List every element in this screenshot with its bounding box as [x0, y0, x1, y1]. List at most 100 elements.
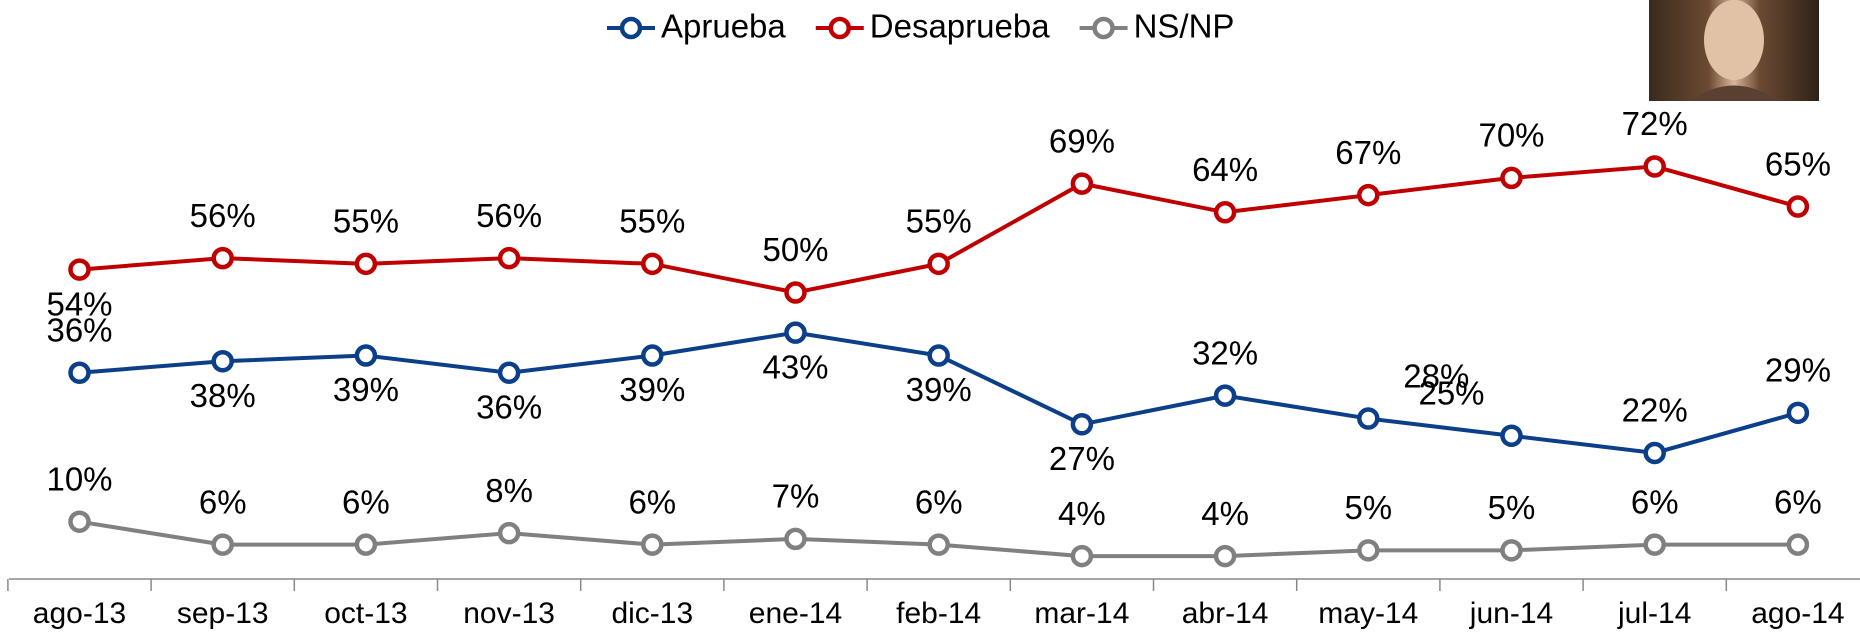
data-label: 5%: [1488, 489, 1536, 526]
data-point: [500, 524, 518, 542]
data-point: [787, 324, 805, 342]
x-tick-label: may-14: [1318, 597, 1418, 630]
data-point: [1646, 536, 1664, 554]
photo: [1649, 0, 1819, 101]
data-point: [1789, 536, 1807, 554]
data-label: 64%: [1192, 151, 1258, 188]
data-point: [500, 249, 518, 267]
data-point: [1073, 175, 1091, 193]
data-point: [643, 255, 661, 273]
legend-label: NS/NP: [1134, 8, 1235, 45]
data-label: 56%: [476, 197, 542, 234]
data-label: 27%: [1049, 440, 1115, 477]
x-tick-label: feb-14: [896, 597, 981, 630]
data-label: 22%: [1622, 392, 1688, 429]
data-point: [1216, 387, 1234, 405]
data-label: 55%: [333, 203, 399, 240]
data-point: [214, 352, 232, 370]
data-label: 38%: [190, 377, 256, 414]
data-point: [1789, 404, 1807, 422]
data-point: [1503, 541, 1521, 559]
data-label: 6%: [915, 483, 963, 520]
legend-label: Aprueba: [661, 8, 786, 45]
data-point: [214, 249, 232, 267]
x-tick-label: dic-13: [611, 597, 693, 630]
data-point: [1073, 547, 1091, 565]
data-point: [1359, 541, 1377, 559]
legend-item: Aprueba: [607, 8, 786, 45]
data-point: [1503, 427, 1521, 445]
legend-marker: [1095, 19, 1113, 37]
x-tick-label: mar-14: [1034, 597, 1129, 630]
data-label: 39%: [619, 371, 685, 408]
data-label: 36%: [476, 388, 542, 425]
x-tick-label: abr-14: [1182, 597, 1269, 630]
data-point: [214, 536, 232, 554]
data-label: 6%: [199, 483, 247, 520]
data-point: [1646, 157, 1664, 175]
data-point: [930, 536, 948, 554]
data-point: [643, 536, 661, 554]
data-label: 4%: [1058, 495, 1106, 532]
data-label: 55%: [619, 203, 685, 240]
data-label: 10%: [46, 460, 112, 497]
data-point: [643, 347, 661, 365]
data-point: [1503, 169, 1521, 187]
x-tick-label: ene-14: [749, 597, 842, 630]
data-label: 72%: [1622, 105, 1688, 142]
data-label: 29%: [1765, 352, 1831, 389]
legend-item: Desaprueba: [816, 8, 1050, 45]
data-label: 70%: [1478, 117, 1544, 154]
data-point: [1073, 415, 1091, 433]
data-label: 50%: [762, 231, 828, 268]
data-point: [1359, 410, 1377, 428]
x-tick-label: ago-14: [1751, 597, 1844, 630]
x-tick-label: sep-13: [177, 597, 269, 630]
data-label: 7%: [772, 478, 820, 515]
data-label: 6%: [1631, 483, 1679, 520]
data-label: 6%: [628, 483, 676, 520]
data-label: 43%: [762, 348, 828, 385]
data-point: [787, 284, 805, 302]
data-label: 4%: [1201, 495, 1249, 532]
data-label: 5%: [1344, 489, 1392, 526]
data-point: [71, 364, 89, 382]
data-label: 69%: [1049, 122, 1115, 159]
data-label: 65%: [1765, 145, 1831, 182]
x-tick-label: nov-13: [463, 597, 555, 630]
legend-marker: [622, 19, 640, 37]
data-point: [1216, 547, 1234, 565]
data-point: [357, 255, 375, 273]
data-point: [71, 261, 89, 279]
data-point: [1359, 186, 1377, 204]
data-point: [787, 530, 805, 548]
data-label: 8%: [485, 472, 533, 509]
data-point: [357, 536, 375, 554]
x-tick-label: ago-13: [33, 597, 126, 630]
chart: ago-13 sep-13 oct-13 nov-13 dic-13 ene-14 feb-…: [0, 0, 1860, 632]
x-tick-label: jun-14: [1469, 597, 1553, 630]
x-tick-label: oct-13: [324, 597, 407, 630]
data-point: [1789, 198, 1807, 216]
data-label: 25%: [1418, 374, 1484, 411]
data-label: 56%: [190, 197, 256, 234]
data-label: 6%: [1774, 483, 1822, 520]
data-point: [71, 513, 89, 531]
legend-marker: [831, 19, 849, 37]
data-point: [357, 347, 375, 365]
data-label: 6%: [342, 483, 390, 520]
data-label: 39%: [333, 371, 399, 408]
data-point: [930, 347, 948, 365]
data-label: 39%: [906, 371, 972, 408]
data-label: 67%: [1335, 134, 1401, 171]
legend-label: Desaprueba: [870, 8, 1050, 45]
data-label: 55%: [906, 203, 972, 240]
data-label: 32%: [1192, 334, 1258, 371]
data-point: [1216, 203, 1234, 221]
legend-item: NS/NP: [1080, 8, 1235, 45]
data-label: 54%: [46, 285, 112, 322]
data-point: [930, 255, 948, 273]
data-point: [1646, 444, 1664, 462]
x-tick-label: jul-14: [1617, 597, 1691, 630]
data-point: [500, 364, 518, 382]
